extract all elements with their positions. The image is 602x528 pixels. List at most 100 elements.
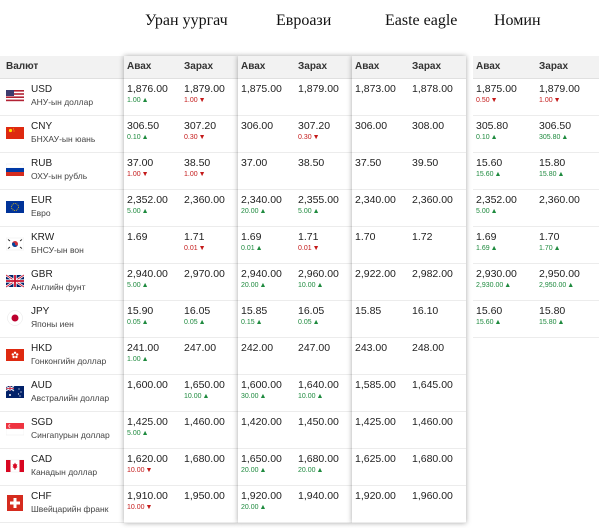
- rate-change-value: 305.80: [539, 134, 561, 141]
- sell-rate-value: 2,360.00: [412, 194, 453, 206]
- rate-change-value: 1.00: [127, 97, 141, 104]
- buy-rate-value: 1.69: [127, 231, 148, 243]
- rate-change-value: 15.60: [476, 171, 494, 178]
- buy-rate-cell: 1,650.00 20.00▲: [238, 449, 295, 485]
- buy-rate-value: 2,940.00: [241, 268, 282, 280]
- arrow-up-icon: ▲: [259, 467, 267, 474]
- buy-rate-value: 242.00: [241, 342, 274, 354]
- bank-title-euroasia: Евроази: [276, 12, 332, 29]
- buy-rate-cell: 1,600.00 30.00▲: [238, 375, 295, 411]
- rate-change: 1.00▼: [184, 171, 206, 178]
- currency-row: CNY БНХАУ-ын юань: [0, 116, 124, 153]
- sell-rate-value: 2,360.00: [184, 194, 225, 206]
- rate-change: 0.05▲: [127, 319, 149, 326]
- rate-change-value: 0.05: [298, 319, 312, 326]
- sell-rate-value: 15.80: [539, 157, 566, 169]
- sell-rate-value: 1,645.00: [412, 379, 453, 391]
- sell-column-header: Зарах: [298, 61, 328, 72]
- arrow-up-icon: ▲: [553, 245, 561, 252]
- arrow-down-icon: ▼: [198, 97, 206, 104]
- buy-rate-value: 2,352.00: [476, 194, 517, 206]
- rate-change-value: 5.00: [298, 208, 312, 215]
- sell-rate-cell: 38.50: [295, 153, 352, 189]
- rate-change-value: 15.80: [539, 319, 557, 326]
- buy-rate-cell: 15.60 15.60▲: [473, 153, 536, 189]
- rate-change-value: 1.00: [184, 97, 198, 104]
- arrow-up-icon: ▲: [141, 208, 149, 215]
- arrow-up-icon: ▲: [141, 356, 149, 363]
- sell-rate-cell: 1,460.00: [409, 412, 466, 448]
- rate-change: 0.30▼: [298, 134, 320, 141]
- sell-rate-value: 1,450.00: [298, 416, 339, 428]
- currency-row: USD АНУ-ын доллар: [0, 79, 124, 116]
- arrow-up-icon: ▲: [316, 282, 324, 289]
- currency-row: CHF Швейцарийн франк: [0, 486, 124, 523]
- rate-change: 2,930.00▲: [476, 282, 511, 289]
- arrow-up-icon: ▲: [557, 171, 565, 178]
- currency-code: USD: [31, 84, 53, 95]
- buy-rate-value: 1,875.00: [476, 83, 517, 95]
- sell-rate-value: 1,640.00: [298, 379, 339, 391]
- buy-rate-value: 1,875.00: [241, 83, 282, 95]
- sell-rate-value: 1,680.00: [412, 453, 453, 465]
- buy-column-header: Авах: [127, 61, 152, 72]
- sell-rate-value: 1.72: [412, 231, 433, 243]
- buy-rate-value: 37.50: [355, 157, 382, 169]
- rate-change-value: 0.01: [241, 245, 255, 252]
- buy-rate-value: 1,910.00: [127, 490, 168, 502]
- buy-rate-cell: 37.00 1.00▼: [124, 153, 181, 189]
- buy-rate-value: 1,920.00: [355, 490, 396, 502]
- sell-rate-cell: 2,950.00 2,950.00▲: [536, 264, 599, 300]
- rate-row: 1,585.00 1,645.00: [352, 375, 466, 412]
- rate-row: 2,340.00 2,360.00: [352, 190, 466, 227]
- buy-rate-value: 2,340.00: [241, 194, 282, 206]
- sell-rate-cell: 1,879.00 1.00▼: [181, 79, 238, 115]
- rate-row: 15.60 15.60▲ 15.80 15.80▲: [473, 301, 599, 338]
- rate-row: 2,352.00 5.00▲ 2,360.00: [124, 190, 238, 227]
- sell-rate-value: 248.00: [412, 342, 445, 354]
- arrow-down-icon: ▼: [312, 134, 320, 141]
- rate-row: 1,920.00 20.00▲ 1,940.00: [238, 486, 352, 523]
- currency-row: GBR Английн фунт: [0, 264, 124, 301]
- sell-rate-value: 2,360.00: [539, 194, 580, 206]
- buy-rate-value: 2,922.00: [355, 268, 396, 280]
- currency-column: Валют USD АНУ-ын доллар CNY БНХАУ-ын юань RU…: [0, 56, 124, 523]
- rate-change: 2,950.00▲: [539, 282, 574, 289]
- buy-rate-cell: 15.60 15.60▲: [473, 301, 536, 337]
- sell-rate-cell: 1,640.00 10.00▲: [295, 375, 352, 411]
- currency-code: CHF: [31, 491, 52, 502]
- swiss-flag-icon: [6, 494, 24, 512]
- sell-rate-value: 1.71: [184, 231, 205, 243]
- sell-rate-cell: 247.00: [181, 338, 238, 374]
- rate-row: 15.85 0.15▲ 16.05 0.05▲: [238, 301, 352, 338]
- buy-rate-value: 1.69: [241, 231, 262, 243]
- sell-rate-value: 247.00: [184, 342, 217, 354]
- rate-change: 20.00▲: [241, 208, 266, 215]
- sell-rate-cell: 308.00: [409, 116, 466, 152]
- arrow-down-icon: ▼: [145, 504, 153, 511]
- buy-rate-value: 15.60: [476, 305, 503, 317]
- currency-column-header: Валют: [0, 56, 124, 79]
- currency-name: Швейцарийн франк: [31, 504, 109, 514]
- buy-rate-cell: 2,940.00 5.00▲: [124, 264, 181, 300]
- rate-row: 241.00 1.00▲ 247.00: [124, 338, 238, 375]
- buy-rate-value: 1,873.00: [355, 83, 396, 95]
- rate-row: 1,875.00 1,879.00: [238, 79, 352, 116]
- uk-flag-icon: [6, 272, 24, 290]
- currency-code: EUR: [31, 195, 53, 206]
- buy-rate-cell: 306.00: [238, 116, 295, 152]
- rate-change: 20.00▲: [241, 504, 266, 511]
- rate-row: 1,425.00 1,460.00: [352, 412, 466, 449]
- rate-change: 15.80▲: [539, 319, 564, 326]
- sell-rate-value: 38.50: [298, 157, 325, 169]
- rate-change-value: 10.00: [298, 282, 316, 289]
- buy-rate-value: 306.00: [355, 120, 388, 132]
- buy-rate-value: 15.90: [127, 305, 154, 317]
- rate-change-value: 10.00: [127, 504, 145, 511]
- rate-change-value: 10.00: [184, 393, 202, 400]
- currency-code: GBR: [31, 269, 53, 280]
- sell-rate-cell: 1,940.00: [295, 486, 352, 522]
- currency-code: CNY: [31, 121, 53, 132]
- sell-rate-cell: 2,355.00 5.00▲: [295, 190, 352, 226]
- buy-rate-value: 1,425.00: [355, 416, 396, 428]
